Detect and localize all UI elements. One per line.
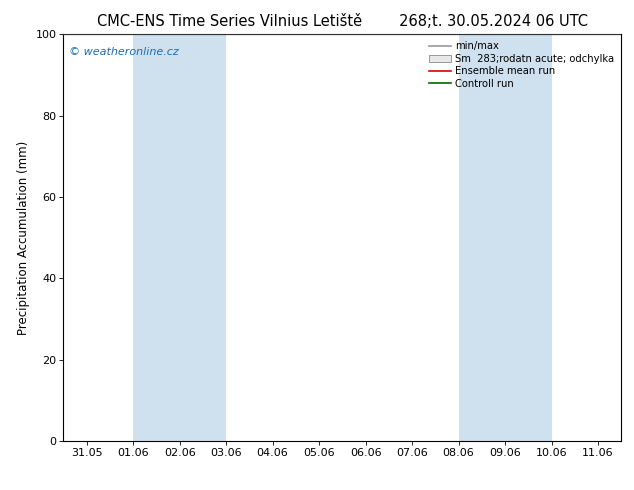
Title: CMC-ENS Time Series Vilnius Letiště        268;t. 30.05.2024 06 UTC: CMC-ENS Time Series Vilnius Letiště 268;… bbox=[97, 14, 588, 29]
Bar bbox=[133, 34, 226, 441]
Bar bbox=[458, 34, 552, 441]
Y-axis label: Precipitation Accumulation (mm): Precipitation Accumulation (mm) bbox=[17, 141, 30, 335]
Text: © weatheronline.cz: © weatheronline.cz bbox=[69, 47, 179, 56]
Legend: min/max, Sm  283;rodatn acute; odchylka, Ensemble mean run, Controll run: min/max, Sm 283;rodatn acute; odchylka, … bbox=[427, 39, 616, 91]
